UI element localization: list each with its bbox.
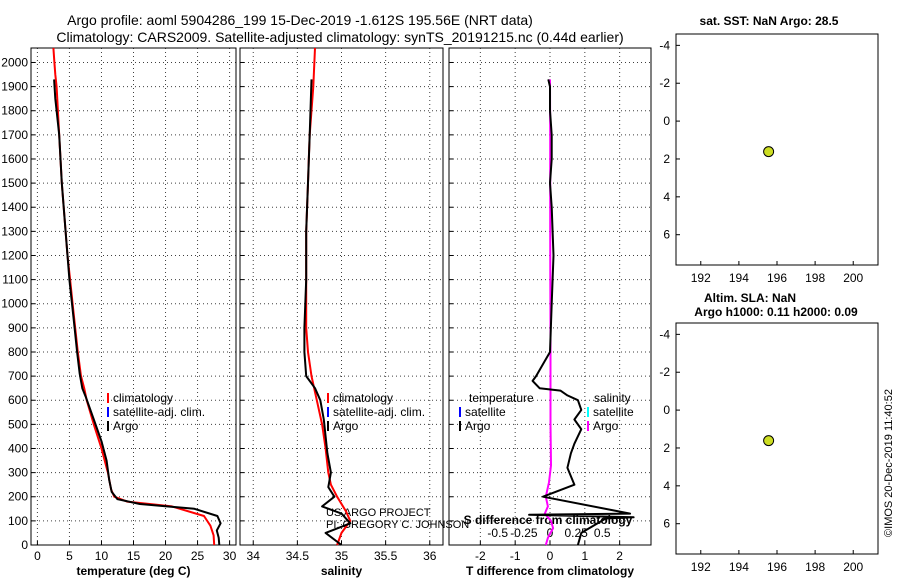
temperature-xtick-label: 5 (66, 549, 73, 563)
temperature-xtick-label: 0 (34, 549, 41, 563)
salinity-xtick-label: 35.5 (374, 549, 398, 563)
salinity-legend-label: Argo (333, 419, 359, 433)
salinity-xtick-label: 34.5 (286, 549, 310, 563)
difference-xaxis-label: T difference from climatology (466, 564, 634, 578)
salinity-legend-label: climatology (333, 391, 393, 405)
temperature-legend-label: climatology (113, 391, 173, 405)
sst_map-ytick-label: 6 (663, 228, 670, 242)
sla_map-xtick-label: 200 (843, 560, 863, 574)
sst_map-ytick-label: -4 (659, 38, 670, 52)
difference-xtick-label: -2 (475, 549, 486, 563)
sla_map-ytick-label: 0 (663, 403, 670, 417)
salinity-legend-label: satellite-adj. clim. (333, 405, 425, 419)
temperature-xtick-label: 20 (159, 549, 173, 563)
difference-salinity-tick-label: 0.25 (564, 526, 588, 540)
sla_map-ytick-label: 6 (663, 517, 670, 531)
sla_map-xtick-label: 194 (729, 560, 749, 574)
credit-pi: PI: GREGORY C. JOHNSON (326, 519, 469, 531)
temperature-xtick-label: 30 (223, 549, 237, 563)
difference-xtick-label: 0 (547, 549, 554, 563)
sst_map-plot-frame (675, 33, 879, 266)
sst_map-ytick-label: 4 (663, 190, 670, 204)
difference-legend-temperature-heading: temperature (469, 391, 534, 405)
salinity-argo-line (303, 79, 352, 546)
sst_map-xtick-label: 192 (691, 271, 711, 285)
sla_map-ytick-label: -4 (659, 327, 670, 341)
sla-map-subtitle: Argo h1000: 0.11 h2000: 0.09 (694, 305, 858, 319)
depth-tick-label: 2000 (1, 55, 28, 69)
difference-xtick-label: -1 (510, 549, 521, 563)
sla_map-xtick-label: 198 (805, 560, 825, 574)
difference-salinity-tick-label: -0.25 (510, 526, 538, 540)
figure-title: Argo profile: aoml 5904286_199 15-Dec-20… (67, 12, 533, 28)
depth-tick-label: 700 (8, 369, 28, 383)
sst_map-xtick-label: 200 (843, 271, 863, 285)
sst_map-ytick-label: -2 (659, 76, 670, 90)
salinity-xtick-label: 35 (335, 549, 349, 563)
depth-tick-label: 1800 (1, 104, 28, 118)
sst_map-xtick-label: 198 (805, 271, 825, 285)
salinity-xtick-label: 34 (247, 549, 261, 563)
sla_map-argo-position-marker (763, 435, 775, 447)
credit-project: US ARGO PROJECT (326, 507, 431, 519)
depth-tick-label: 1200 (1, 248, 28, 262)
depth-tick-label: 1100 (2, 273, 28, 287)
difference-salinity-tick-label: -0.5 (487, 526, 508, 540)
depth-tick-label: 200 (8, 490, 28, 504)
depth-tick-label: 1600 (1, 152, 28, 166)
temperature-argo-line (53, 79, 222, 546)
difference-xtick-label: 1 (581, 549, 588, 563)
depth-tick-label: 1900 (1, 80, 28, 94)
difference-temperature-legend-label: satellite (465, 405, 506, 419)
difference-temperature-legend-label: Argo (465, 419, 491, 433)
depth-tick-label: 800 (8, 345, 28, 359)
difference-salinity-legend-label: satellite (593, 405, 634, 419)
temperature-xaxis-label: temperature (deg C) (76, 564, 190, 578)
sst-map-title: sat. SST: NaN Argo: 28.5 (700, 14, 839, 28)
sla_map-xtick-label: 196 (767, 560, 787, 574)
sla_map-ytick-label: 2 (663, 441, 670, 455)
figure-subtitle: Climatology: CARS2009. Satellite-adjuste… (56, 29, 623, 45)
depth-tick-label: 900 (8, 321, 28, 335)
depth-tick-label: 1500 (1, 176, 28, 190)
depth-tick-label: 300 (8, 466, 28, 480)
temperature-xtick-label: 25 (191, 549, 205, 563)
depth-tick-label: 1700 (1, 128, 28, 142)
depth-tick-label: 0 (21, 538, 28, 552)
salinity-xaxis-label: salinity (321, 564, 363, 578)
sla_map-ytick-label: 4 (663, 479, 670, 493)
temperature-legend-label: satellite-adj. clim. (113, 405, 205, 419)
salinity-xtick-label: 36 (423, 549, 437, 563)
difference-legend-salinity-heading: salinity (594, 391, 631, 405)
difference-xtick-label: 2 (616, 549, 623, 563)
depth-tick-label: 1400 (1, 200, 28, 214)
copyright-label: ©IMOS 20-Dec-2019 11:40:52 (883, 389, 895, 537)
depth-tick-label: 1000 (1, 297, 28, 311)
depth-tick-label: 600 (8, 393, 28, 407)
temperature-difference-line (528, 79, 635, 546)
sst_map-ytick-label: 0 (663, 114, 670, 128)
temperature-legend-label: Argo (113, 419, 139, 433)
sst_map-xtick-label: 194 (729, 271, 749, 285)
sla_map-ytick-label: -2 (659, 365, 670, 379)
sla_map-plot-frame (675, 322, 879, 555)
temperature-xtick-label: 10 (95, 549, 109, 563)
difference-salinity-tick-label: 0.5 (594, 526, 611, 540)
sla_map-xtick-label: 192 (691, 560, 711, 574)
temperature-xtick-label: 15 (127, 549, 141, 563)
depth-tick-label: 400 (8, 441, 28, 455)
depth-tick-label: 1300 (1, 224, 28, 238)
sst_map-argo-position-marker (763, 146, 775, 158)
sla-map-title: Altim. SLA: NaN (704, 291, 796, 305)
depth-tick-label: 100 (8, 514, 28, 528)
depth-tick-label: 500 (8, 417, 28, 431)
salinity-climatology-line (305, 47, 352, 546)
sst_map-xtick-label: 196 (767, 271, 787, 285)
sst_map-ytick-label: 2 (663, 152, 670, 166)
difference-salinity-legend-label: Argo (593, 419, 619, 433)
